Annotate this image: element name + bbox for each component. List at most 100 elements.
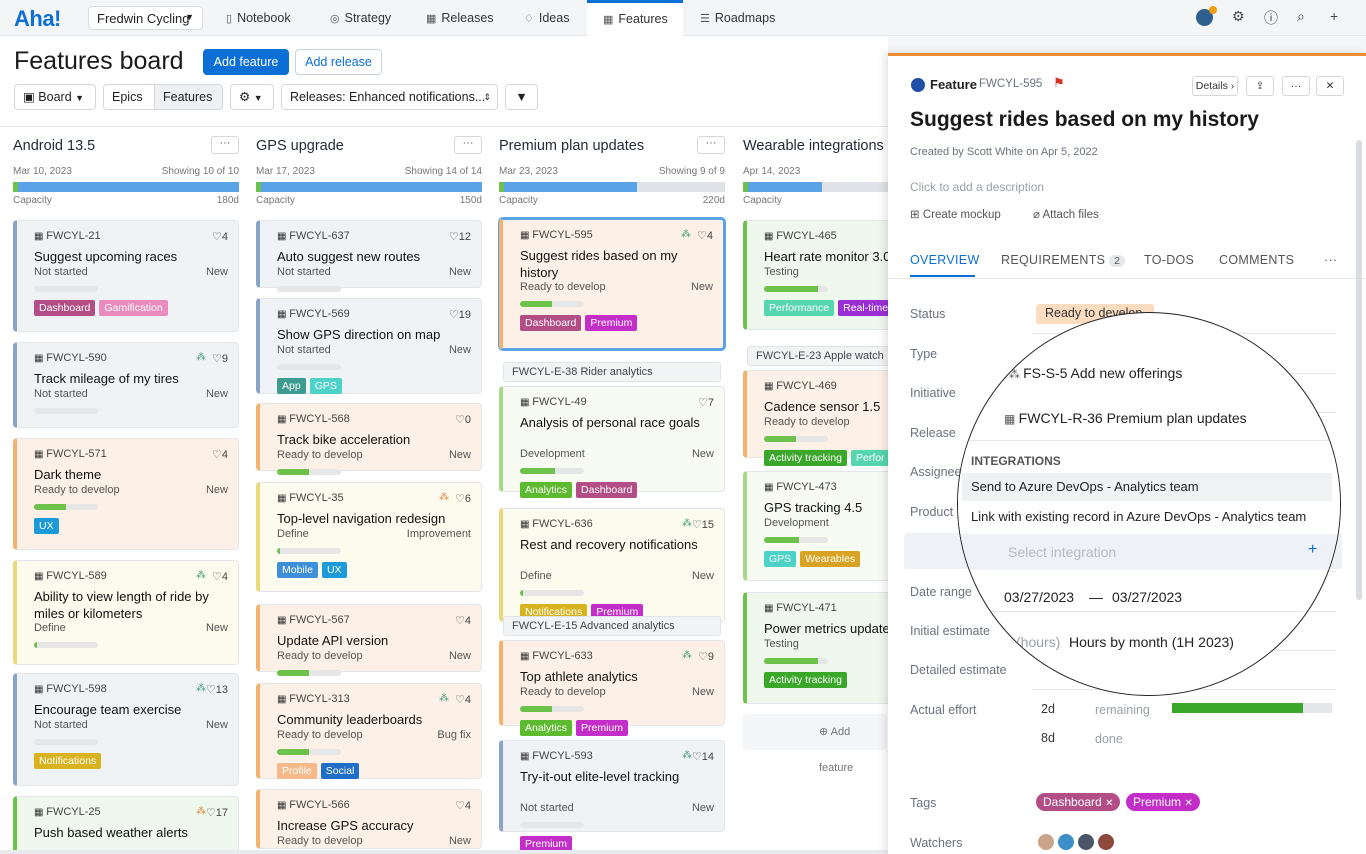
feature-name[interactable]: Auto suggest new routes: [277, 249, 421, 264]
nav-ideas[interactable]: ♢ Ideas: [524, 0, 569, 36]
tag[interactable]: Premium: [520, 836, 573, 852]
feature-card[interactable]: FWCYL-35 ♡6 ⁂ Top-level navigation redesign…: [256, 482, 482, 592]
feature-name[interactable]: Show GPS direction on map: [277, 327, 441, 342]
feature-card[interactable]: FWCYL-566 ♡4 Increase GPS accuracy Ready to…: [256, 789, 482, 849]
settings-gear-icon[interactable]: ⚙: [1232, 8, 1245, 24]
feature-name[interactable]: Track bike acceleration: [277, 432, 411, 447]
watcher-avatar[interactable]: [1078, 834, 1094, 850]
tag[interactable]: App: [277, 378, 306, 394]
close-icon[interactable]: ✕: [1316, 76, 1344, 96]
column-more-icon[interactable]: ···: [697, 136, 725, 154]
tag[interactable]: Dashboard: [520, 315, 582, 331]
feature-name[interactable]: Rest and recovery notifications: [520, 537, 698, 552]
feature-name[interactable]: Heart rate monitor 3.0: [764, 249, 891, 264]
feature-name[interactable]: Try-it-out elite-level tracking: [520, 769, 680, 784]
feature-name[interactable]: Increase GPS accuracy: [277, 818, 414, 833]
watcher-avatar[interactable]: [1038, 834, 1054, 850]
feature-card[interactable]: FWCYL-636♡15⁂Rest and recovery notificat…: [499, 508, 725, 622]
tag-premium[interactable]: Premium ✕: [1126, 793, 1200, 811]
feature-card[interactable]: FWCYL-569 ♡19 Show GPS direction on map Not…: [256, 298, 482, 394]
column-title[interactable]: Wearable integrations: [743, 138, 884, 154]
comment-count[interactable]: ♡4: [212, 570, 228, 583]
feature-card[interactable]: FWCYL-21 ♡4 Suggest upcoming races Not star…: [13, 220, 239, 332]
comment-count[interactable]: ♡15: [692, 518, 714, 531]
comment-count[interactable]: ♡9: [698, 650, 714, 663]
epic-group-header[interactable]: FWCYL-E-15 Advanced analytics: [503, 616, 721, 636]
help-icon[interactable]: ⓘ: [1264, 10, 1278, 26]
tag[interactable]: Premium: [585, 315, 638, 331]
board-view-dropdown[interactable]: ▣ Board ▼: [14, 84, 96, 110]
tab-requirements[interactable]: REQUIREMENTS 2: [1001, 253, 1126, 267]
comment-count[interactable]: ♡7: [698, 396, 714, 409]
tag[interactable]: Performance: [764, 300, 835, 316]
feature-name[interactable]: Analysis of personal race goals: [520, 415, 700, 430]
comment-count[interactable]: ♡4: [697, 229, 713, 242]
tag[interactable]: Dashboard: [576, 482, 638, 498]
estimate-value[interactable]: Hours by month (1H 2023): [1069, 634, 1234, 650]
release-value[interactable]: ▦ FWCYL-R-36 Premium plan updates: [1004, 410, 1247, 426]
feature-card[interactable]: FWCYL-571 ♡4 Dark theme Ready to develop New…: [13, 438, 239, 550]
feature-card[interactable]: FWCYL-598♡13⁂Encourage team exerciseNot …: [13, 673, 239, 786]
releases-filter[interactable]: Releases: Enhanced notifications... ⇕: [281, 84, 498, 110]
date-end[interactable]: 03/27/2023: [1112, 589, 1183, 605]
tag[interactable]: UX: [321, 562, 347, 578]
column-more-icon[interactable]: ···: [211, 136, 239, 154]
add-feature-button[interactable]: Add feature: [203, 49, 289, 75]
comment-count[interactable]: ♡4: [212, 448, 228, 461]
tag[interactable]: Wearables: [800, 551, 861, 567]
feature-name[interactable]: Update API version: [277, 633, 389, 648]
comment-count[interactable]: ♡4: [212, 230, 228, 243]
link-azure-option[interactable]: Link with existing record in Azure DevOp…: [971, 509, 1307, 524]
comment-count[interactable]: ♡4: [455, 614, 471, 627]
feature-card[interactable]: FWCYL-633 ♡9 ⁂ Top athlete analytics Ready t…: [499, 640, 725, 736]
feature-name[interactable]: Encourage team exercise: [34, 702, 182, 717]
send-to-azure-option[interactable]: Send to Azure DevOps - Analytics team: [962, 473, 1332, 501]
share-icon[interactable]: ⇪: [1246, 76, 1274, 96]
add-icon[interactable]: +: [1330, 8, 1339, 24]
remove-tag-icon[interactable]: ✕: [1105, 798, 1114, 809]
flag-icon[interactable]: ⚑: [1053, 75, 1065, 90]
feature-name[interactable]: Suggest rides based on my history: [520, 248, 678, 280]
feature-name[interactable]: Push based weather alerts: [34, 825, 188, 840]
feature-card[interactable]: FWCYL-589 ♡4 ⁂ Ability to view length of ri…: [13, 560, 239, 665]
feature-card[interactable]: FWCYL-590 ♡9 ⁂ Track mileage of my tires Not…: [13, 342, 239, 428]
add-feature-column-button[interactable]: ⊕ Add feature: [743, 714, 887, 774]
comment-count[interactable]: ♡0: [455, 413, 471, 426]
tab-todos[interactable]: TO-DOS: [1144, 253, 1195, 267]
watcher-avatar[interactable]: [1058, 834, 1074, 850]
feature-card[interactable]: FWCYL-595 ♡4 ⁂Suggest rides based on my hi…: [499, 218, 725, 350]
tag[interactable]: Activity tracking: [764, 672, 847, 688]
feature-name[interactable]: Top-level navigation redesign: [277, 511, 446, 526]
feature-name[interactable]: Community leaderboards: [277, 712, 423, 727]
comment-count[interactable]: ♡4: [455, 799, 471, 812]
select-integration-input[interactable]: Select integration: [1008, 544, 1117, 560]
tag[interactable]: Profile: [277, 763, 317, 779]
column-title[interactable]: Android 13.5: [13, 138, 96, 154]
feature-card[interactable]: FWCYL-313 ♡4 ⁂ Community leaderboards Ready …: [256, 683, 482, 779]
feature-name[interactable]: Dark theme: [34, 467, 102, 482]
nav-releases[interactable]: ▦ Releases: [426, 0, 494, 36]
panel-title[interactable]: Suggest rides based on my history: [910, 108, 1259, 131]
date-start[interactable]: 03/27/2023: [1004, 589, 1075, 605]
more-icon[interactable]: ···: [1282, 76, 1310, 96]
tag[interactable]: Mobile: [277, 562, 318, 578]
feature-card[interactable]: FWCYL-593♡14⁂Try-it-out elite-level trac…: [499, 740, 725, 852]
nav-strategy[interactable]: ◎ Strategy: [330, 0, 391, 36]
column-title[interactable]: GPS upgrade: [256, 138, 344, 154]
tag[interactable]: Real-time: [838, 300, 894, 316]
comment-count[interactable]: ♡6: [455, 492, 471, 505]
feature-card[interactable]: FWCYL-637 ♡12 Auto suggest new routes Not s…: [256, 220, 482, 292]
settings-dropdown[interactable]: ⚙ ▼: [230, 84, 274, 110]
tag[interactable]: Analytics: [520, 720, 573, 736]
comment-count[interactable]: ♡9: [212, 352, 228, 365]
comment-count[interactable]: ♡14: [692, 750, 714, 763]
comment-count[interactable]: ♡19: [449, 308, 471, 321]
feature-name[interactable]: Power metrics update: [764, 621, 890, 636]
nav-features[interactable]: ▦ Features: [587, 0, 683, 36]
add-integration-icon[interactable]: +: [1308, 541, 1318, 558]
tag[interactable]: GPS: [309, 378, 342, 394]
filter-button[interactable]: ▼: [505, 84, 538, 110]
initiative-value[interactable]: ⁂ FS-S-5 Add new offerings: [1009, 365, 1182, 381]
feature-name[interactable]: Track mileage of my tires: [34, 371, 179, 386]
create-mockup-button[interactable]: ⊞ Create mockup: [910, 207, 1001, 221]
